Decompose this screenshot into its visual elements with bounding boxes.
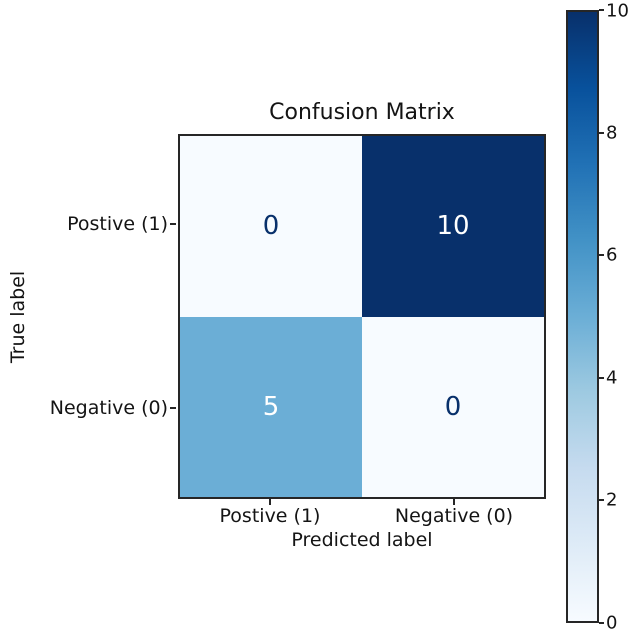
heatmap-cell-r1c1: 0 [362,316,544,497]
cell-value: 5 [262,391,280,422]
colorbar-tick-label: 10 [606,0,629,22]
cell-value: 0 [262,211,280,242]
x-tick-label-col0: Postive (1) [219,505,321,527]
colorbar-tick-mark [599,622,604,624]
x-tick-label-col1: Negative (0) [394,505,514,527]
heatmap-grid: 0 10 5 0 [178,134,546,499]
colorbar-tick-label: 0 [606,612,618,634]
colorbar-tick-label: 4 [606,367,618,389]
colorbar-tick-mark [599,254,604,257]
colorbar-tick-mark [599,9,604,11]
x-axis-tick-mark-col0 [269,499,271,505]
x-axis-tick-mark-col1 [453,499,455,505]
chart-title: Confusion Matrix [269,100,455,125]
y-axis-label: True label [7,270,29,364]
colorbar-tick-mark [599,499,604,502]
heatmap-cell-r0c1: 10 [362,136,544,317]
y-tick-label-row0: Postive (1) [67,213,168,235]
y-tick-label-row1: Negative (0) [49,397,168,419]
colorbar-tick-label: 6 [606,244,618,266]
colorbar-tick-label: 8 [606,122,618,144]
colorbar-tick-label: 2 [606,489,618,511]
y-axis-tick-mark-row0 [170,223,176,225]
colorbar-gradient [566,10,599,623]
y-axis-tick-mark-row1 [170,407,176,409]
cell-value: 10 [436,211,470,242]
colorbar-tick-mark [599,131,604,134]
colorbar-tick-mark [599,376,604,379]
x-axis-label: Predicted label [291,529,433,551]
heatmap-cell-r1c0: 5 [180,316,362,497]
heatmap-cell-r0c0: 0 [180,136,362,317]
cell-value: 0 [444,391,462,422]
